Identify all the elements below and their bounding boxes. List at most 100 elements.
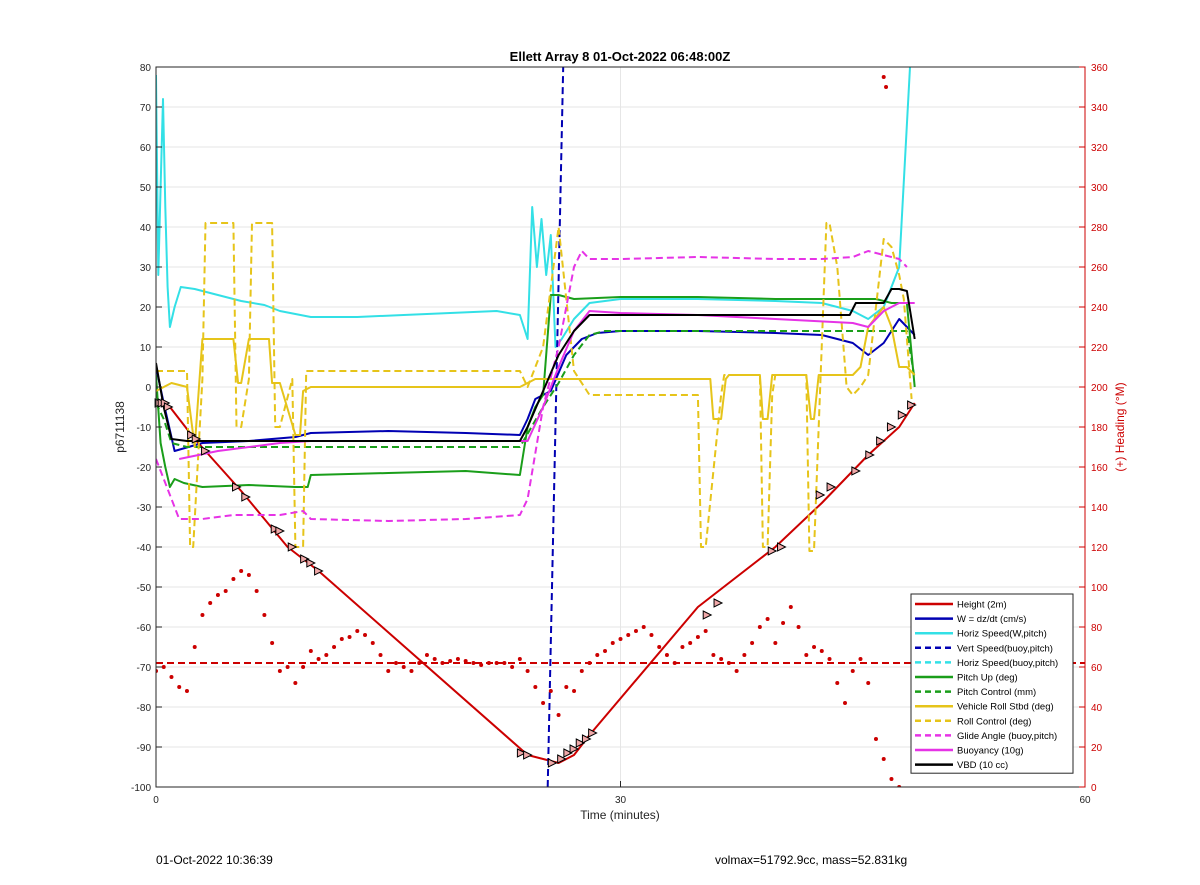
heading-point <box>169 675 174 679</box>
x-tick-label: 0 <box>153 795 159 806</box>
heading-point <box>370 641 375 645</box>
heading-point <box>246 573 251 577</box>
x-tick-label: 60 <box>1079 795 1091 806</box>
series-line-roll-control-deg- <box>156 222 913 552</box>
heading-point <box>873 737 878 741</box>
heading-point <box>742 653 747 657</box>
direction-marker <box>232 482 242 492</box>
y2-tick-label: 140 <box>1091 503 1108 514</box>
y-tick-label: -100 <box>131 783 151 794</box>
y2-tick-label: 300 <box>1091 183 1108 194</box>
heading-point <box>355 629 360 633</box>
heading-point <box>680 645 685 649</box>
direction-marker <box>563 748 573 758</box>
footer-timestamp: 01-Oct-2022 10:36:39 <box>156 853 273 867</box>
heading-point <box>548 689 553 693</box>
heading-point <box>564 685 569 689</box>
y-tick-label: -80 <box>137 703 152 714</box>
heading-point <box>618 637 623 641</box>
y-tick-label: -90 <box>137 743 152 754</box>
heading-point <box>765 617 770 621</box>
direction-marker <box>523 750 533 760</box>
legend-label: Horiz Speed(buoy,pitch) <box>957 658 1058 669</box>
legend-label: Buoyancy (10g) <box>957 746 1024 757</box>
heading-point <box>664 653 669 657</box>
direction-marker <box>575 738 586 748</box>
y2-tick-label: 260 <box>1091 263 1108 274</box>
direction-marker <box>876 436 886 446</box>
y2-tick-label: 100 <box>1091 583 1108 594</box>
heading-point <box>393 661 398 665</box>
heading-point <box>308 649 313 653</box>
y2-tick-label: 320 <box>1091 143 1108 154</box>
heading-point <box>448 659 453 663</box>
direction-marker <box>713 598 724 608</box>
legend-box <box>910 593 1074 774</box>
heading-point <box>192 645 197 649</box>
series-line-vehicle-roll-stbd-deg- <box>156 306 916 448</box>
legend: Height (2m) W = dz/dt (cm/s) Horiz Speed(W… <box>910 593 1074 774</box>
y-tick-label: 50 <box>140 183 152 194</box>
y-tick-label: 0 <box>145 383 151 394</box>
direction-marker <box>569 744 580 754</box>
heading-point <box>750 641 755 645</box>
y2-tick-label: 240 <box>1091 303 1108 314</box>
y-tick-label: 10 <box>140 343 152 354</box>
axes: -100-90-80-70-60-50-40-30-20-10010203040… <box>131 63 1108 806</box>
y-axis-label: p6711138 <box>113 401 127 453</box>
heading-point <box>262 613 267 617</box>
heading-point <box>533 685 538 689</box>
y-tick-label: -10 <box>137 423 152 434</box>
y2-tick-label: 40 <box>1091 703 1103 714</box>
direction-marker <box>547 758 558 768</box>
legend-label: VBD (10 cc) <box>957 760 1008 771</box>
direction-marker <box>886 422 897 432</box>
heading-point <box>711 653 716 657</box>
series-line-horiz-speed-w-pitch- <box>156 67 911 348</box>
heading-point <box>200 613 205 617</box>
y-tick-label: 60 <box>140 143 152 154</box>
heading-point <box>471 661 476 665</box>
y2-tick-label: 280 <box>1091 223 1108 234</box>
direction-marker <box>581 734 592 744</box>
y-tick-label: 80 <box>140 63 152 74</box>
y-tick-label: -70 <box>137 663 152 674</box>
heading-point <box>812 645 817 649</box>
right-axis-label: (+) Heading (°M) <box>1113 382 1127 471</box>
direction-marker <box>588 728 598 738</box>
direction-marker <box>702 610 713 620</box>
direction-marker <box>163 402 174 412</box>
direction-marker <box>306 558 316 568</box>
heading-point <box>781 621 786 625</box>
legend-label: Horiz Speed(W,pitch) <box>957 629 1047 640</box>
direction-marker <box>907 400 917 410</box>
heading-point <box>254 589 259 593</box>
heading-point <box>432 657 437 661</box>
y2-tick-label: 60 <box>1091 663 1103 674</box>
heading-point <box>843 701 848 705</box>
heading-point <box>626 633 631 637</box>
y2-tick-label: 200 <box>1091 383 1108 394</box>
legend-label: Roll Control (deg) <box>957 716 1031 727</box>
y2-tick-label: 0 <box>1091 783 1097 794</box>
heading-point <box>363 633 368 637</box>
heading-point <box>215 593 220 597</box>
y2-tick-label: 180 <box>1091 423 1108 434</box>
heading-point <box>866 681 871 685</box>
series-line-pitch-control-mm- <box>156 330 916 448</box>
chart-title: Ellett Array 8 01-Oct-2022 06:48:00Z <box>510 49 731 64</box>
y2-tick-label: 340 <box>1091 103 1108 114</box>
heading-point <box>719 657 724 661</box>
heading-point <box>161 665 166 669</box>
y2-tick-label: 360 <box>1091 63 1108 74</box>
heading-point <box>695 635 700 639</box>
heading-point <box>424 653 429 657</box>
heading-point <box>239 569 244 573</box>
y-tick-label: -30 <box>137 503 152 514</box>
heading-point <box>703 629 708 633</box>
heading-point <box>231 577 236 581</box>
direction-marker <box>270 524 281 534</box>
direction-marker <box>851 466 861 476</box>
heading-point <box>332 645 337 649</box>
direction-marker <box>187 430 197 440</box>
